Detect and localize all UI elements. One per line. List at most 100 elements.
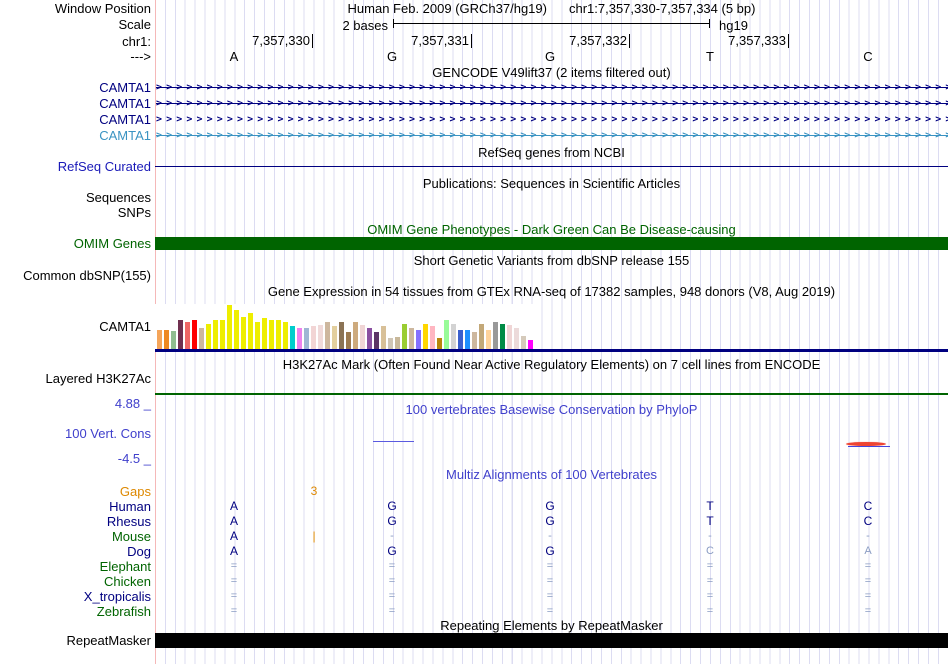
h3k27ac-signal-line[interactable] [155,393,948,395]
gene-transcript-row[interactable]: >>>>>>>>>>>>>>>>>>>>>>>>>>>>>>>>>>>>>>>>… [156,114,948,125]
gtex-tissue-bar[interactable] [521,336,526,350]
conservation-negative-peak[interactable] [846,442,886,446]
gtex-tissue-bar[interactable] [486,330,491,350]
gtex-tissue-bar[interactable] [325,322,330,350]
gtex-tissue-bar[interactable] [451,324,456,350]
gtex-tissue-bar[interactable] [500,324,505,350]
omim-genes-label[interactable]: OMIM Genes [73,236,151,251]
gtex-tissue-bar[interactable] [353,322,358,350]
gtex-tissue-bar[interactable] [444,320,449,350]
gene-transcript-row[interactable]: >>>>>>>>>>>>>>>>>>>>>>>>>>>>>>>>>>>>>>>>… [156,98,948,109]
gtex-tissue-bar[interactable] [423,324,428,350]
gtex-tissue-bar[interactable] [304,328,309,350]
gene-transcript-row[interactable]: >>>>>>>>>>>>>>>>>>>>>>>>>>>>>>>>>>>>>>>>… [156,130,948,141]
gtex-tissue-bar[interactable] [192,320,197,350]
gtex-tissue-bar[interactable] [234,310,239,350]
common-dbsnp-label[interactable]: Common dbSNP(155) [23,268,151,283]
gtex-tissue-bar[interactable] [220,320,225,350]
gtex-tissue-bar[interactable] [430,326,435,350]
gtex-tissue-bar[interactable] [381,326,386,350]
gtex-tissue-bar[interactable] [493,322,498,350]
sequences-label[interactable]: Sequences [85,190,151,205]
conservation-label[interactable]: 100 Vert. Cons [65,426,151,441]
gtex-tissue-bar[interactable] [248,313,253,350]
multiz-species-row[interactable]: Zebrafish = = = = = [0,604,950,619]
multiz-species-row[interactable]: Elephant = = = = = [0,559,950,574]
gtex-tissue-bar[interactable] [157,330,162,350]
multiz-species-row[interactable]: Rhesus A G G T C [0,514,950,529]
refseq-curated-label[interactable]: RefSeq Curated [57,159,151,174]
gtex-gene-label[interactable]: CAMTA1 [99,319,151,334]
species-label[interactable]: Mouse [111,529,151,544]
gtex-tissue-bar[interactable] [178,320,183,350]
species-label[interactable]: Zebrafish [96,604,151,619]
window-position-value: Human Feb. 2009 (GRCh37/hg19) chr1:7,357,… [155,2,948,16]
gtex-tissue-bar[interactable] [479,324,484,350]
gtex-tissue-bar[interactable] [297,328,302,350]
multiz-species-row[interactable]: X_tropicalis = = = = = [0,589,950,604]
refseq-gene-line[interactable] [155,166,948,167]
species-label[interactable]: X_tropicalis [83,589,151,604]
species-label[interactable]: Gaps [119,484,151,499]
species-label[interactable]: Elephant [99,559,151,574]
repeatmasker-label[interactable]: RepeatMasker [66,633,151,648]
omim-gene-bar[interactable] [155,237,948,250]
conservation-positive-segment[interactable] [373,441,414,442]
gtex-tissue-bar[interactable] [458,330,463,350]
gtex-tissue-bar[interactable] [367,328,372,350]
gtex-tissue-bar[interactable] [472,332,477,350]
multiz-species-row[interactable]: Mouse A - - - - | [0,529,950,544]
alignment-base: A [229,499,239,513]
repeatmasker-element-bar[interactable] [155,633,948,648]
gene-transcript-row[interactable]: >>>>>>>>>>>>>>>>>>>>>>>>>>>>>>>>>>>>>>>>… [156,82,948,93]
gtex-tissue-bar[interactable] [213,320,218,350]
conservation-negative-segment[interactable] [848,446,890,447]
gtex-tissue-bar[interactable] [465,330,470,350]
species-label[interactable]: Rhesus [106,514,151,529]
gtex-tissue-bar[interactable] [388,338,393,350]
gtex-tissue-bar[interactable] [255,322,260,350]
gtex-tissue-bar[interactable] [374,332,379,350]
layered-h3k27ac-label[interactable]: Layered H3K27Ac [45,371,151,386]
gtex-tissue-bar[interactable] [318,325,323,350]
gtex-tissue-bar[interactable] [185,322,190,350]
gtex-tissue-bar[interactable] [332,326,337,350]
gtex-tissue-bar[interactable] [507,325,512,350]
gtex-tissue-bar[interactable] [528,340,533,350]
gtex-tissue-bar[interactable] [409,328,414,350]
multiz-species-row[interactable]: Human A G G T C [0,499,950,514]
gtex-tissue-bar[interactable] [171,331,176,350]
multiz-species-row[interactable]: Dog A G G C A [0,544,950,559]
gtex-tissue-bar[interactable] [206,324,211,350]
species-label[interactable]: Dog [127,544,151,559]
gtex-tissue-bar[interactable] [339,322,344,350]
gtex-tissue-bar[interactable] [199,328,204,350]
gtex-tissue-bar[interactable] [402,324,407,350]
multiz-species-row[interactable]: Gaps 3 [0,484,950,499]
snps-label[interactable]: SNPs [117,205,151,220]
alignment-base: = [706,575,714,587]
gtex-tissue-bar[interactable] [360,325,365,350]
gene-label-camta1[interactable]: CAMTA1 [99,112,151,127]
gtex-tissue-bar[interactable] [416,330,421,350]
gtex-tissue-bar[interactable] [227,305,232,350]
multiz-species-row[interactable]: Chicken = = = = = [0,574,950,589]
gtex-tissue-bar[interactable] [346,332,351,350]
gtex-tissue-bar[interactable] [164,330,169,350]
gtex-tissue-bar[interactable] [283,322,288,350]
gene-label-camta1[interactable]: CAMTA1 [99,128,151,143]
species-label[interactable]: Chicken [104,574,151,589]
gtex-expression-chart[interactable] [155,304,534,350]
gtex-tissue-bar[interactable] [311,326,316,350]
gene-label-camta1[interactable]: CAMTA1 [99,96,151,111]
gtex-tissue-bar[interactable] [290,326,295,350]
gene-label-camta1[interactable]: CAMTA1 [99,80,151,95]
gtex-tissue-bar[interactable] [514,328,519,350]
species-label[interactable]: Human [109,499,151,514]
gtex-tissue-bar[interactable] [241,317,246,350]
gtex-tissue-bar[interactable] [262,318,267,350]
gtex-tissue-bar[interactable] [437,338,442,350]
gtex-tissue-bar[interactable] [269,320,274,350]
gtex-tissue-bar[interactable] [395,337,400,350]
gtex-tissue-bar[interactable] [276,320,281,350]
